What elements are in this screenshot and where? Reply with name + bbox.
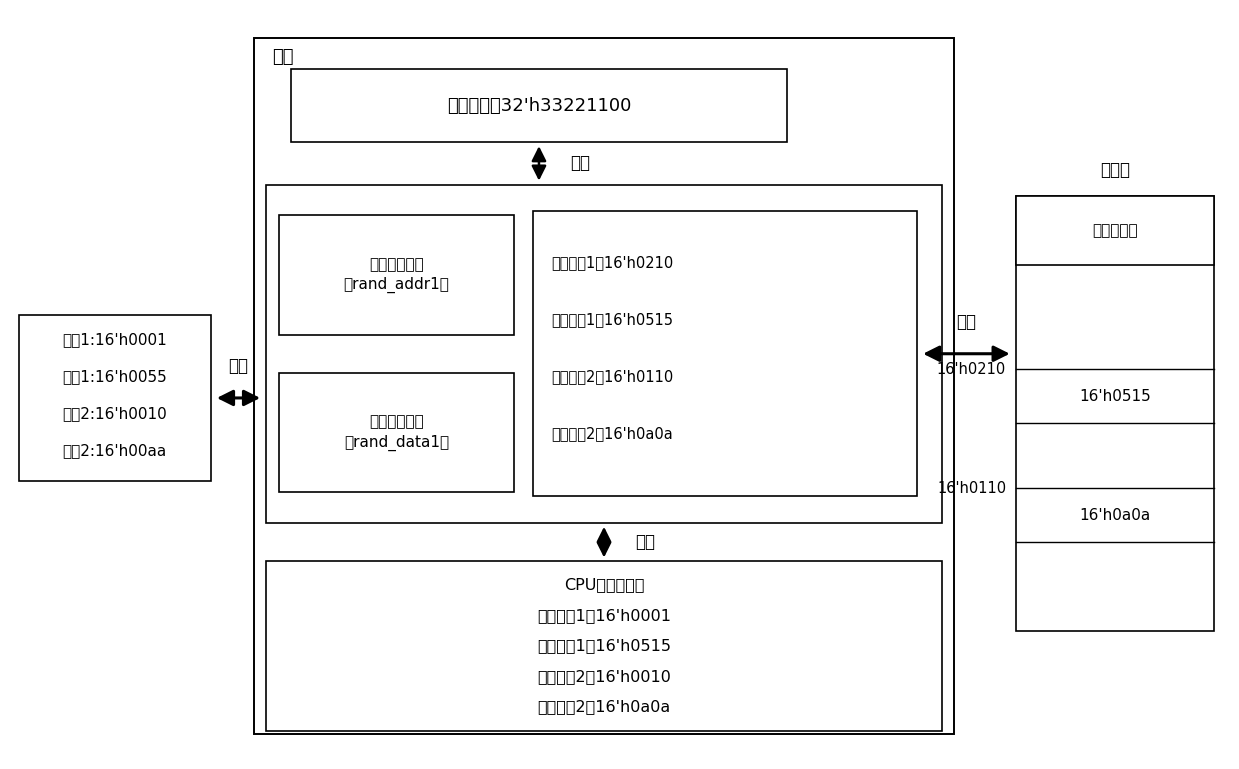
Text: 获取数据2：16'h0a0a: 获取数据2：16'h0a0a [538, 699, 670, 714]
Text: CPU读取数据：: CPU读取数据： [564, 578, 644, 593]
Text: 地址2:16'h0010: 地址2:16'h0010 [62, 406, 167, 421]
Text: 16'h0210: 16'h0210 [937, 361, 1006, 377]
Bar [279, 215, 514, 335]
Text: 存储器: 存储器 [1100, 161, 1130, 179]
Text: 读取: 读取 [636, 533, 655, 551]
Text: 随机种子：32'h33221100: 随机种子：32'h33221100 [447, 97, 631, 115]
Bar [254, 38, 954, 734]
Text: 烧写: 烧写 [228, 357, 249, 375]
Text: 获取数据1：16'h0515: 获取数据1：16'h0515 [536, 638, 672, 654]
Text: 16'h0110: 16'h0110 [937, 481, 1006, 496]
Text: 随机序列模块
（rand_addr1）: 随机序列模块 （rand_addr1） [343, 257, 450, 293]
Text: 随机数据1：16'h0515: 随机数据1：16'h0515 [551, 312, 673, 327]
Bar [1016, 196, 1214, 631]
Text: 发送地址2：16'h0010: 发送地址2：16'h0010 [536, 669, 672, 684]
Bar [1016, 196, 1214, 265]
Text: 发送地址1：16'h0001: 发送地址1：16'h0001 [536, 608, 672, 623]
Text: 随机数据2：16'h0a0a: 随机数据2：16'h0a0a [551, 426, 673, 441]
Bar [266, 185, 942, 523]
Text: 烧写: 烧写 [957, 313, 976, 331]
Bar [19, 315, 211, 481]
Text: 加载: 加载 [570, 155, 590, 172]
Text: 随机地址1：16'h0210: 随机地址1：16'h0210 [551, 255, 674, 270]
Bar [291, 69, 787, 142]
Text: 用户配置区: 用户配置区 [1093, 223, 1137, 238]
Text: 数据2:16'h00aa: 数据2:16'h00aa [62, 444, 167, 458]
Text: 16'h0a0a: 16'h0a0a [1079, 508, 1151, 523]
Bar [266, 561, 942, 731]
Bar [533, 211, 917, 496]
Text: 地址1:16'h0001: 地址1:16'h0001 [62, 331, 167, 347]
Text: 随机序列模块
（rand_data1）: 随机序列模块 （rand_data1） [344, 414, 449, 451]
Bar [279, 373, 514, 492]
Text: 16'h0515: 16'h0515 [1079, 388, 1151, 404]
Text: 随机地址2：16'h0110: 随机地址2：16'h0110 [551, 369, 674, 384]
Text: 数据1:16'h0055: 数据1:16'h0055 [62, 369, 167, 384]
Text: 芯片: 芯片 [273, 48, 294, 65]
